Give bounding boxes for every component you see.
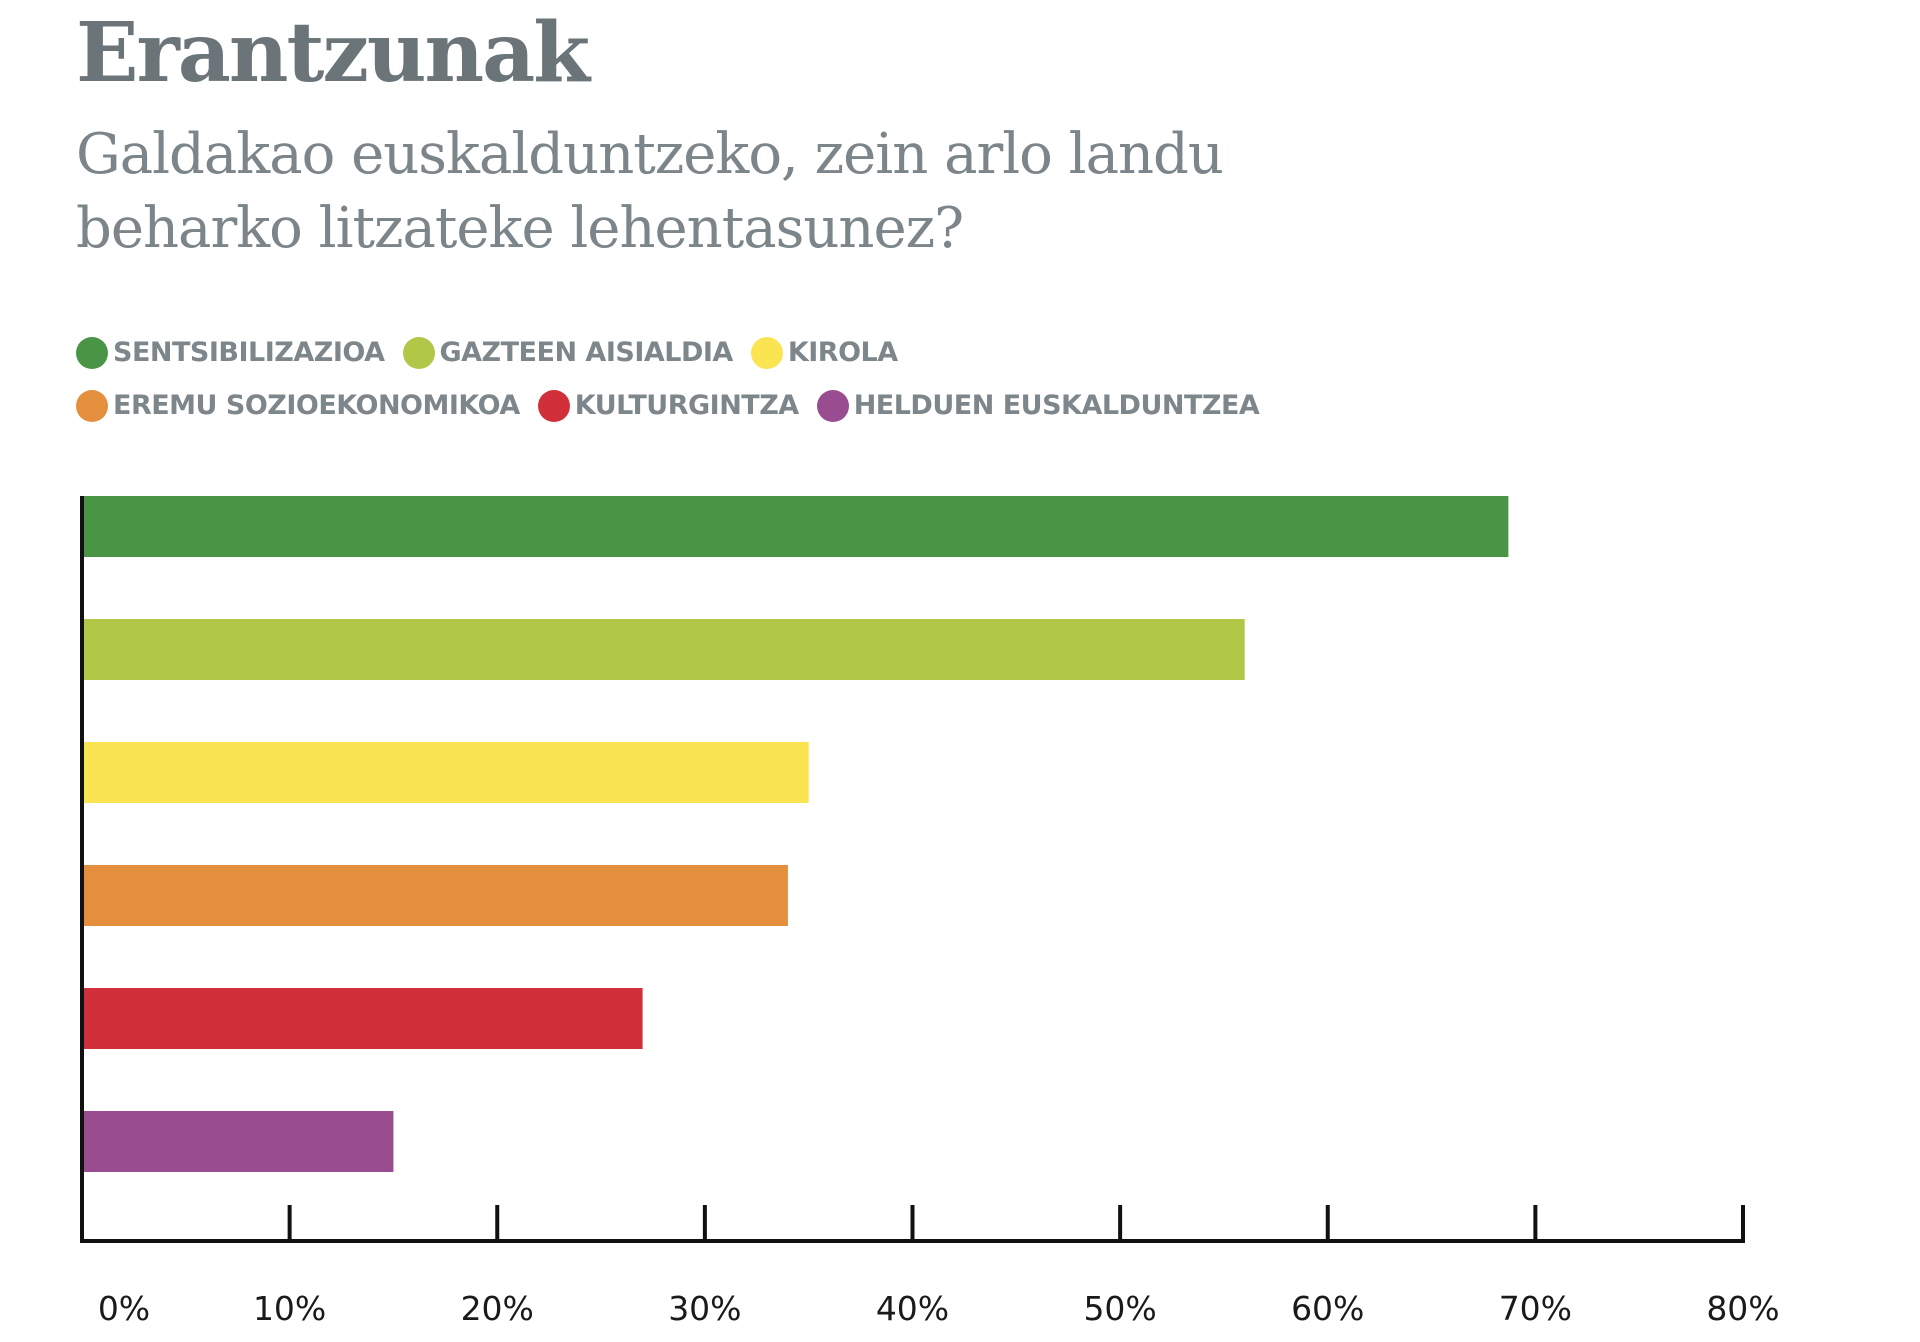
x-axis-tick-label: 50% <box>1083 1289 1156 1328</box>
legend-swatch-gazteen-aisialdia <box>402 336 435 369</box>
bar-group <box>82 496 1509 1172</box>
chart-subtitle-line-1: Galdakao euskalduntzeko, zein arlo landu <box>76 122 1224 187</box>
bar-sentsibilizazioa <box>82 496 1509 557</box>
legend-label-kulturgintza: KULTURGINTZA <box>574 390 799 421</box>
legend-swatch-eremu-sozioekonomikoa <box>76 389 108 422</box>
legend-swatch-sentsibilizazioa <box>76 336 108 369</box>
legend-item-eremu-sozioekonomikoa: EREMU SOZIOEKONOMIKOA <box>76 389 520 422</box>
bar-kirola <box>82 742 809 803</box>
legend-item-sentsibilizazioa: SENTSIBILIZAZIOA <box>76 336 385 369</box>
x-axis <box>80 496 1745 1243</box>
legend-label-gazteen-aisialdia: GAZTEEN AISIALDIA <box>439 337 734 368</box>
chart-subtitle-line-2: beharko litzateke lehentasunez? <box>76 196 964 261</box>
legend-label-helduen-euskalduntzea: HELDUEN EUSKALDUNTZEA <box>853 390 1260 421</box>
x-axis-tick-label: 80% <box>1706 1289 1779 1328</box>
legend-swatch-kirola <box>750 336 783 369</box>
bar-kulturgintza <box>82 988 643 1049</box>
chart-subtitle: Galdakao euskalduntzeko, zein arlo landu… <box>76 118 1224 266</box>
chart-title: Erantzunak <box>76 5 590 101</box>
bar-eremu-sozioekonomikoa <box>82 865 788 926</box>
x-axis-tick-label: 20% <box>461 1289 534 1328</box>
legend-item-gazteen-aisialdia: GAZTEEN AISIALDIA <box>402 336 734 369</box>
bar-helduen-euskalduntzea <box>82 1111 394 1172</box>
x-axis-tick-label: 0% <box>98 1289 150 1328</box>
bar-gazteen-aisialdia <box>82 619 1245 680</box>
legend-item-kulturgintza: KULTURGINTZA <box>537 389 799 422</box>
x-axis-tick-label: 60% <box>1291 1289 1364 1328</box>
x-axis-tick-label: 30% <box>668 1289 741 1328</box>
chart-legend: SENTSIBILIZAZIOA GAZTEEN AISIALDIA KIROL… <box>76 326 1576 432</box>
legend-label-eremu-sozioekonomikoa: EREMU SOZIOEKONOMIKOA <box>113 390 520 421</box>
x-axis-tick-labels: 0% 10% 20% 30% 40% 50% 60% 70% 80% <box>98 1289 1780 1328</box>
legend-row-1: SENTSIBILIZAZIOA GAZTEEN AISIALDIA KIROL… <box>76 326 1576 379</box>
x-axis-tick-label: 10% <box>253 1289 326 1328</box>
x-axis-tick-label: 70% <box>1499 1289 1572 1328</box>
legend-swatch-helduen-euskalduntzea <box>816 389 849 422</box>
legend-swatch-kulturgintza <box>537 389 570 422</box>
legend-item-kirola: KIROLA <box>750 336 898 369</box>
legend-label-kirola: KIROLA <box>787 337 898 368</box>
x-axis-tick-label: 40% <box>876 1289 949 1328</box>
legend-item-helduen-euskalduntzea: HELDUEN EUSKALDUNTZEA <box>816 389 1260 422</box>
legend-label-sentsibilizazioa: SENTSIBILIZAZIOA <box>113 337 385 368</box>
legend-row-2: EREMU SOZIOEKONOMIKOA KULTURGINTZA HELDU… <box>76 379 1576 432</box>
